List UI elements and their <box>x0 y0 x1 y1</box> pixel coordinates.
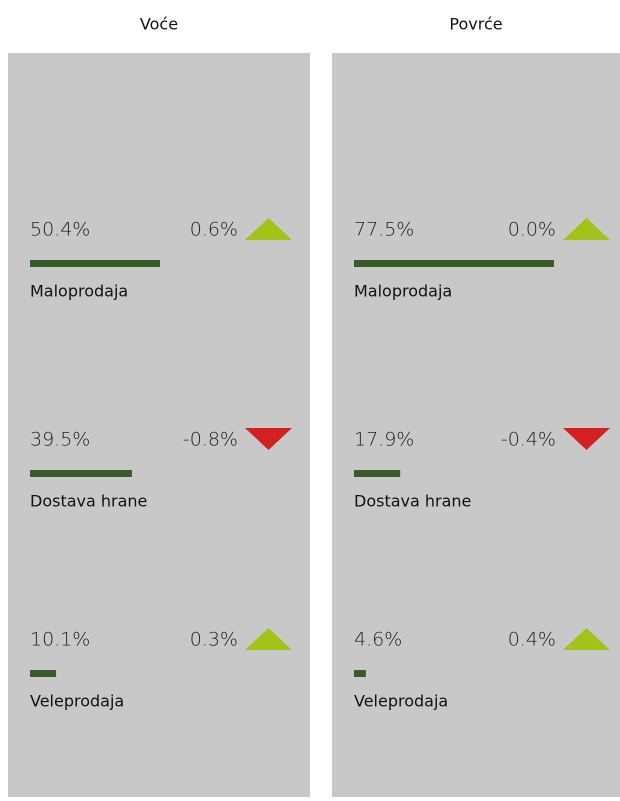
change-value: 0.4% <box>508 629 556 651</box>
share-value: 4.6% <box>354 629 402 651</box>
share-value: 50.4% <box>30 219 90 241</box>
share-value: 77.5% <box>354 219 414 241</box>
share-bar <box>354 670 366 677</box>
panel <box>332 53 620 797</box>
category-label: Veleprodaja <box>354 692 448 711</box>
share-bar <box>354 470 401 477</box>
panel <box>8 53 310 797</box>
category-label: Veleprodaja <box>30 692 124 711</box>
change-value: 0.3% <box>190 629 238 651</box>
share-bar <box>30 670 57 677</box>
arrow-down <box>245 428 292 450</box>
category-label: Maloprodaja <box>354 282 452 301</box>
share-value: 17.9% <box>354 429 414 451</box>
category-label: Dostava hrane <box>30 492 147 511</box>
arrow-up <box>245 628 292 650</box>
category-label: Maloprodaja <box>30 282 128 301</box>
share-bar <box>30 260 161 267</box>
share-value: 10.1% <box>30 629 90 651</box>
share-bar <box>354 260 554 267</box>
category-label: Dostava hrane <box>354 492 471 511</box>
arrow-up <box>563 218 610 240</box>
share-bar <box>30 470 132 477</box>
change-value: -0.4% <box>501 429 556 451</box>
share-value: 39.5% <box>30 429 90 451</box>
arrow-up <box>563 628 610 650</box>
change-value: 0.0% <box>508 219 556 241</box>
change-value: -0.8% <box>183 429 238 451</box>
change-value: 0.6% <box>190 219 238 241</box>
panel-title: Povrće <box>449 15 502 34</box>
arrow-down <box>563 428 610 450</box>
arrow-up <box>245 218 292 240</box>
panel-title: Voće <box>140 15 178 34</box>
